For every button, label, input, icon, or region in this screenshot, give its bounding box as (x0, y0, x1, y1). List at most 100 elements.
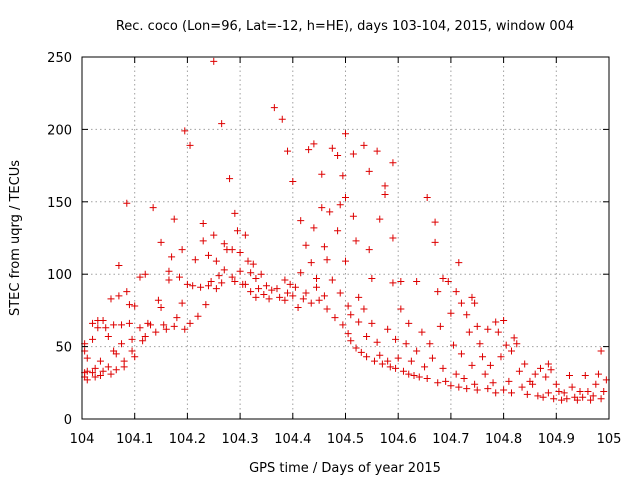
data-point (99, 317, 107, 325)
data-point (389, 159, 397, 167)
data-point (510, 334, 518, 342)
data-point (323, 305, 331, 313)
data-point (384, 325, 392, 333)
data-point (465, 328, 473, 336)
data-point (123, 288, 131, 296)
data-point (539, 393, 547, 401)
data-point (479, 353, 487, 361)
data-point (141, 270, 149, 278)
data-point (118, 340, 126, 348)
data-point (534, 392, 542, 400)
data-point (529, 380, 537, 388)
data-point (89, 335, 97, 343)
data-point (297, 217, 305, 225)
data-point (262, 282, 270, 290)
data-point (365, 246, 373, 254)
data-point (492, 318, 500, 326)
data-point (125, 319, 133, 327)
data-point (431, 218, 439, 226)
data-point (392, 364, 400, 372)
data-point (141, 332, 149, 340)
data-point (136, 273, 144, 281)
x-tick-label: 104 (70, 432, 95, 447)
data-point (231, 277, 239, 285)
tick-labels: 104 104.1 104.2 104.3 104.4 104.5 104.6 104.7 10… (47, 51, 621, 447)
data-point (334, 151, 342, 159)
data-point (139, 337, 147, 345)
data-point (518, 383, 526, 391)
data-point (397, 305, 405, 313)
data-point (378, 360, 386, 368)
data-point (336, 201, 344, 209)
data-point (220, 266, 228, 274)
data-point (486, 361, 494, 369)
y-axis-label: STEC from uqrg / TECUs (8, 160, 23, 316)
data-point (428, 354, 436, 362)
y-tick-label: 50 (55, 341, 72, 356)
data-point (550, 395, 558, 403)
data-point (118, 321, 126, 329)
data-point (381, 182, 389, 190)
y-tick-label: 0 (64, 413, 72, 428)
data-point (597, 395, 605, 403)
data-point (536, 364, 544, 372)
data-point (91, 373, 99, 381)
data-point (492, 389, 500, 397)
data-point (318, 170, 326, 178)
data-point (452, 288, 460, 296)
data-point (468, 361, 476, 369)
data-point (389, 234, 397, 242)
data-point (423, 193, 431, 201)
data-point (204, 251, 212, 259)
data-point (104, 363, 112, 371)
data-point (373, 338, 381, 346)
data-points (81, 57, 610, 404)
data-point (120, 363, 128, 371)
data-point (352, 344, 360, 352)
data-point (236, 248, 244, 256)
data-point (181, 325, 189, 333)
data-point (558, 396, 566, 404)
data-point (473, 386, 481, 394)
data-point (508, 347, 516, 355)
data-point (463, 311, 471, 319)
data-point (436, 322, 444, 330)
data-point (471, 380, 479, 388)
data-point (547, 366, 555, 374)
data-point (178, 299, 186, 307)
data-point (286, 280, 294, 288)
x-tick-label: 104.2 (169, 432, 206, 447)
data-point (450, 341, 458, 349)
data-point (228, 246, 236, 254)
data-point (568, 383, 576, 391)
x-tick-label: 104.3 (221, 432, 258, 447)
data-point (394, 354, 402, 362)
data-point (521, 360, 529, 368)
data-point (104, 332, 112, 340)
data-point (410, 372, 418, 380)
data-point (281, 276, 289, 284)
y-tick-label: 250 (47, 51, 72, 66)
data-point (189, 282, 197, 290)
data-point (252, 275, 260, 283)
data-point (170, 322, 178, 330)
x-axis-label: GPS time / Days of year 2015 (249, 461, 441, 476)
data-point (515, 367, 523, 375)
y-tick-label: 150 (47, 196, 72, 211)
data-point (115, 262, 123, 270)
data-point (291, 283, 299, 291)
data-point (204, 282, 212, 290)
data-point (600, 387, 608, 395)
data-point (112, 350, 120, 358)
data-point (460, 374, 468, 382)
data-point (384, 357, 392, 365)
data-point (115, 292, 123, 300)
data-point (289, 292, 297, 300)
data-point (89, 319, 97, 327)
data-point (226, 175, 234, 183)
data-point (110, 321, 118, 329)
data-point (342, 193, 349, 201)
x-tick-label: 104.4 (274, 432, 311, 447)
data-point (247, 269, 255, 277)
data-point (347, 311, 355, 319)
